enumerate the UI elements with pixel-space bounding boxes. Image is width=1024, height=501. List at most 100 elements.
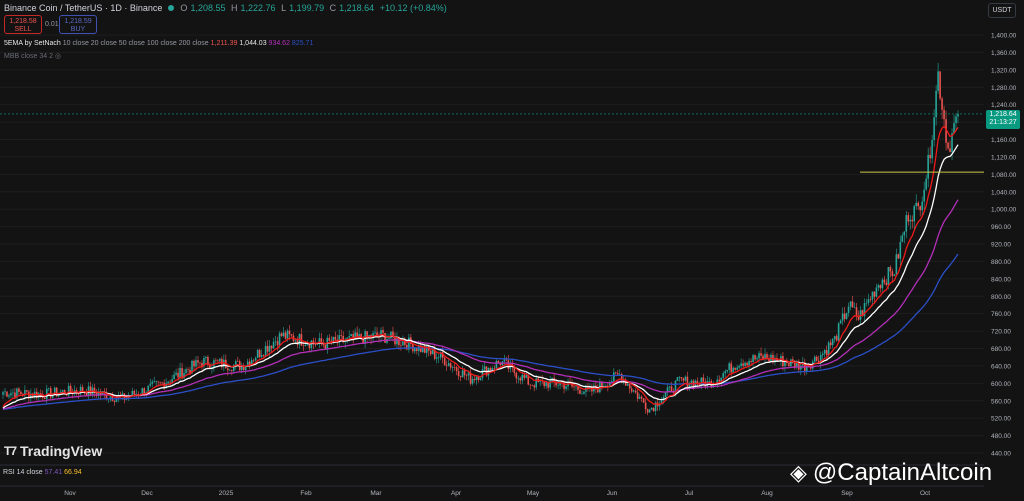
ema100-line [2,253,959,411]
candle-463 [923,189,925,202]
candle-228 [455,367,458,371]
candle-382 [762,355,764,360]
candle-472 [941,98,943,110]
x-tick-label-2: 2025 [219,490,234,497]
candle-144 [288,330,291,335]
sell-button[interactable]: 1,218.58 SELL [4,15,42,34]
candle-226 [451,367,454,368]
symbol-title[interactable]: Binance Coin / TetherUS · 1D · Binance [4,3,163,13]
candle-439 [875,287,878,297]
candle-114 [229,369,231,371]
countdown: 21:13:27 [989,119,1017,126]
candle-159 [318,338,321,343]
candle-342 [682,378,685,381]
candle-307 [613,372,615,382]
ema20-line [2,144,959,409]
candle-138 [276,341,279,346]
candle-393 [784,361,786,367]
candle-413 [823,350,826,354]
candle-474 [945,119,947,143]
spread-value: 0.01 [45,21,59,28]
candle-428 [853,307,856,308]
last-price-tag: 1,218.64 21:13:27 [986,110,1020,129]
candle-454 [905,215,908,232]
candle-395 [788,363,790,366]
candle-468 [933,117,935,141]
candle-113 [227,368,229,371]
candle-322 [642,398,645,403]
candle-76 [153,381,156,383]
candle-419 [835,336,838,341]
candle-423 [843,313,846,319]
candle-187 [374,332,376,334]
candle-215 [429,350,432,355]
rsi-value-1: 57.41 [44,469,63,476]
ema50-value: 934.62 [268,40,290,47]
candle-433 [863,303,866,317]
candle-65 [131,390,134,397]
candle-218 [435,357,438,359]
candle-432 [861,310,864,317]
candle-95 [191,360,193,374]
candle-153 [306,343,309,345]
candle-104 [209,365,211,369]
eye-icon[interactable]: ◎ [54,53,62,60]
candle-179 [358,334,360,338]
candle-349 [696,380,699,384]
candle-460 [917,202,920,207]
candle-453 [903,231,906,236]
candle-162 [324,344,327,349]
tradingview-logo[interactable]: T7 TradingView [4,443,102,459]
candle-125 [250,360,253,366]
candle-418 [833,336,836,340]
candle-235 [469,372,472,384]
candle-98 [197,360,199,363]
mbb-indicator-legend[interactable]: MBB close 34 2 ◎ [4,52,61,60]
candle-156 [312,340,315,344]
candle-396 [790,359,792,366]
candle-75 [151,381,154,384]
candle-118 [236,361,239,362]
candle-283 [565,386,567,389]
candle-137 [274,341,277,342]
currency-selector[interactable]: USDT [988,3,1016,18]
candle-48 [97,392,100,396]
ema-indicator-legend[interactable]: 5EMA by SetNach 10 close 20 close 50 clo… [4,40,313,47]
candle-225 [449,363,452,368]
candle-245 [489,368,492,371]
candle-412 [821,353,824,356]
candle-299 [597,389,599,393]
candle-314 [626,384,629,386]
candle-140 [280,333,283,337]
candle-416 [829,342,832,346]
candle-442 [881,279,884,289]
candle-449 [895,254,898,275]
rsi-legend[interactable]: RSI 14 close 57.41 66.94 [3,469,82,476]
candle-102 [205,356,207,359]
candle-410 [817,360,820,364]
candle-364 [726,369,729,372]
candle-117 [234,361,237,365]
candle-107 [215,360,217,361]
candle-33 [67,385,70,396]
candle-82 [165,383,167,388]
candle-77 [155,381,157,383]
candle-471 [939,71,941,99]
candle-227 [453,367,456,368]
candle-67 [135,393,138,395]
sell-label: SELL [14,26,32,33]
candle-441 [879,285,882,289]
candle-369 [736,367,738,370]
candle-381 [760,353,762,356]
candle-31 [63,390,66,395]
buy-button[interactable]: 1,218.59 BUY [59,15,97,34]
candle-202 [404,341,406,345]
candle-239 [477,376,480,381]
candle-323 [644,402,647,410]
candle-301 [601,381,603,387]
candle-394 [786,361,788,364]
candle-430 [857,316,860,320]
candle-188 [376,332,378,336]
candle-21 [43,397,46,400]
